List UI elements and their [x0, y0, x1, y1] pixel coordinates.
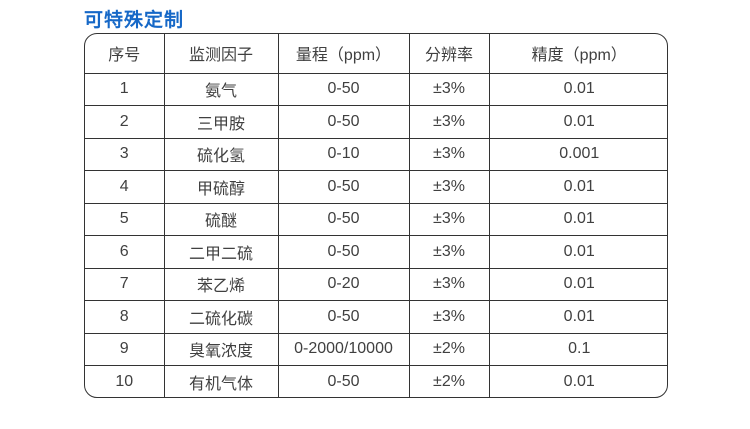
table-cell-precision: 0.01 — [489, 300, 667, 334]
table-cell-resolution: ±2% — [409, 365, 490, 397]
table-cell-index: 9 — [85, 333, 165, 366]
table-body: 1 氨气 0-50 ±3% 0.01 2 三甲胺 0-50 ±3% 0.01 3… — [85, 73, 667, 397]
table-cell-index: 2 — [85, 105, 165, 139]
table-cell-index: 4 — [85, 170, 165, 204]
table-header-cell-precision: 精度（ppm） — [489, 34, 667, 74]
table-row: 4 甲硫醇 0-50 ±3% 0.01 — [85, 170, 667, 204]
table-cell-factor: 氨气 — [164, 73, 279, 106]
table-row: 9 臭氧浓度 0-2000/10000 ±2% 0.1 — [85, 333, 667, 366]
spec-table-grid: 序号 监测因子 量程（ppm） 分辨率 精度（ppm） 1 氨气 0-50 ±3… — [85, 34, 667, 397]
table-cell-range: 0-50 — [278, 235, 410, 269]
table-header-cell-resolution: 分辨率 — [409, 34, 490, 74]
table-cell-index: 1 — [85, 73, 165, 106]
table-cell-range: 0-10 — [278, 138, 410, 171]
table-row: 7 苯乙烯 0-20 ±3% 0.01 — [85, 268, 667, 301]
table-cell-factor: 二硫化碳 — [164, 300, 279, 334]
table-cell-factor: 臭氧浓度 — [164, 333, 279, 366]
table-cell-resolution: ±3% — [409, 300, 490, 334]
page-title: 可特殊定制 — [84, 10, 185, 31]
table-cell-precision: 0.01 — [563, 373, 595, 390]
table-cell-index: 10 — [85, 365, 165, 397]
table-cell-index: 6 — [85, 235, 165, 269]
table-cell-range: 0-50 — [278, 203, 410, 236]
table-row: 6 二甲二硫 0-50 ±3% 0.01 — [85, 235, 667, 269]
table-cell-resolution: ±3% — [409, 203, 490, 236]
table-cell-precision: 0.01 — [489, 170, 667, 204]
table-cell-factor: 硫醚 — [164, 203, 279, 236]
table-cell-factor: 二甲二硫 — [164, 235, 279, 269]
table-cell-precision: 0.01 — [489, 235, 667, 269]
table-cell-factor: 苯乙烯 — [164, 268, 279, 301]
table-cell-precision: 0.01 — [489, 105, 667, 139]
table-cell-resolution: ±3% — [409, 170, 490, 204]
table-cell-index: 5 — [85, 203, 165, 236]
table-cell-factor: 甲硫醇 — [164, 170, 279, 204]
table-cell-resolution: ±3% — [409, 73, 490, 106]
table-cell-resolution: ±3% — [409, 105, 490, 139]
table-header-cell-factor: 监测因子 — [164, 34, 279, 74]
spec-table: 序号 监测因子 量程（ppm） 分辨率 精度（ppm） 1 氨气 0-50 ±3… — [84, 33, 668, 398]
table-cell-range: 0-50 — [278, 105, 410, 139]
table-cell-precision: 0.001 — [489, 138, 667, 171]
table-row: 1 氨气 0-50 ±3% 0.01 — [85, 73, 667, 106]
table-cell-range: 0-2000/10000 — [278, 333, 410, 366]
table-cell-precision: 0.01 — [489, 268, 667, 301]
table-cell-index: 7 — [85, 268, 165, 301]
table-cell-range: 0-50 — [278, 73, 410, 106]
table-cell-factor: 有机气体 — [164, 365, 279, 397]
table-cell-resolution: ±2% — [409, 333, 490, 366]
table-cell-factor: 三甲胺 — [164, 105, 279, 139]
table-header-cell-index: 序号 — [85, 34, 165, 74]
table-cell-range: 0-50 — [278, 300, 410, 334]
table-cell-range: 0-50 — [278, 170, 410, 204]
table-header-cell-range: 量程（ppm） — [278, 34, 410, 74]
table-cell-precision: 0.01 — [489, 73, 667, 106]
table-cell-precision: 0.01 — [489, 203, 667, 236]
table-cell-precision: 0.1 — [489, 333, 667, 366]
table-cell-resolution: ±3% — [409, 235, 490, 269]
table-row: 8 二硫化碳 0-50 ±3% 0.01 — [85, 300, 667, 334]
table-cell-index: 3 — [85, 138, 165, 171]
table-cell-range: 0-20 — [278, 268, 410, 301]
table-cell-resolution: ±3% — [409, 138, 490, 171]
table-cell-index: 8 — [85, 300, 165, 334]
table-cell-range: 0-50 — [278, 365, 410, 397]
table-row: 3 硫化氢 0-10 ±3% 0.001 — [85, 138, 667, 171]
table-cell-resolution: ±3% — [409, 268, 490, 301]
table-row: 10 有机气体 0-50 ±2% 0.01 — [85, 365, 667, 397]
table-row: 2 三甲胺 0-50 ±3% 0.01 — [85, 105, 667, 139]
table-cell-factor: 硫化氢 — [164, 138, 279, 171]
table-row: 5 硫醚 0-50 ±3% 0.01 — [85, 203, 667, 236]
table-header-row: 序号 监测因子 量程（ppm） 分辨率 精度（ppm） — [85, 34, 667, 74]
